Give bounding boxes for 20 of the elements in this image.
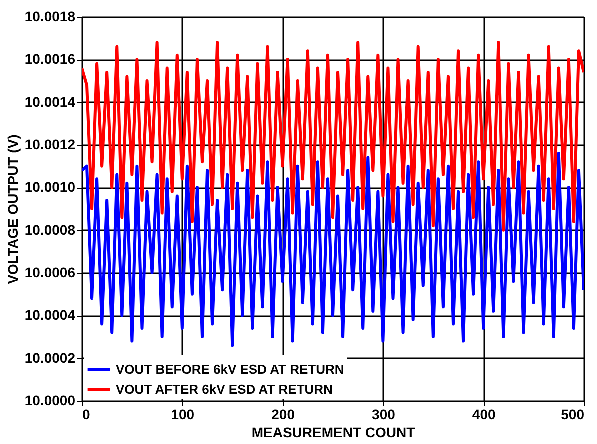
y-tick-label: 10.0000 [24, 392, 76, 408]
x-tick-label: 300 [372, 406, 396, 422]
x-tick-label: 200 [272, 406, 296, 422]
y-tick-label: 10.0008 [24, 222, 76, 238]
x-tick-label: 500 [561, 406, 585, 422]
y-tick-label: 10.0004 [24, 307, 76, 324]
x-tick-label: 400 [472, 406, 496, 422]
legend-label: VOUT BEFORE 6kV ESD AT RETURN [116, 362, 344, 377]
y-tick-label: 10.0012 [24, 136, 76, 152]
x-tick-label: 100 [171, 406, 195, 422]
x-tick-label: 0 [82, 406, 90, 422]
y-tick-label: 10.0018 [24, 8, 76, 24]
y-tick-label: 10.0016 [24, 51, 76, 68]
y-tick-label: 10.0006 [24, 264, 76, 280]
legend-label: VOUT AFTER 6kV ESD AT RETURN [116, 382, 333, 397]
y-tick-label: 10.0014 [24, 94, 76, 110]
y-axis-title: VOLTAGE OUTPUT (V) [4, 134, 21, 284]
y-tick-label: 10.0002 [24, 350, 76, 366]
y-tick-label: 10.0010 [24, 179, 76, 196]
x-axis-title: MEASUREMENT COUNT [252, 424, 416, 440]
